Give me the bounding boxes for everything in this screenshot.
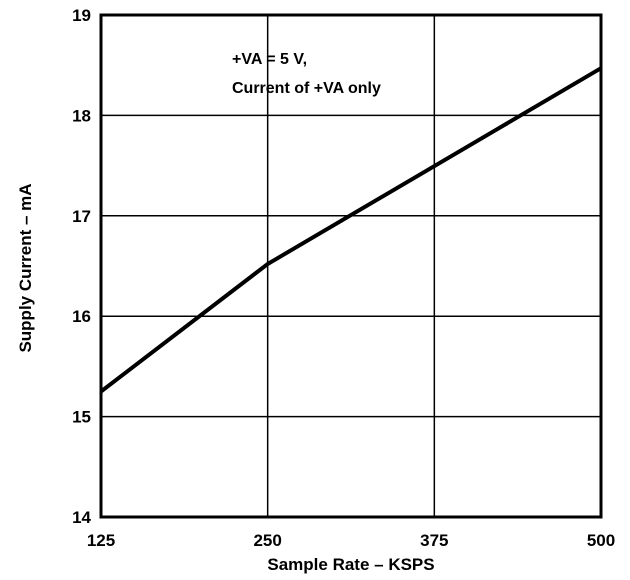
series-line-0 [99,66,603,394]
y-tick-labels: 14 15 16 17 18 19 [72,6,91,527]
y-tick-label: 18 [72,106,91,125]
y-tick-label: 15 [72,408,91,427]
x-tick-label: 375 [420,531,448,550]
x-tick-label: 250 [253,531,281,550]
series-layer [99,66,603,394]
y-tick-label: 14 [72,508,91,527]
annotation-line-1: +VA = 5 V, [232,51,307,68]
x-tick-label: 125 [87,531,115,550]
y-tick-label: 17 [72,207,91,226]
y-tick-label: 16 [72,307,91,326]
plot-frame [99,13,603,519]
y-axis-title: Supply Current – mA [16,183,35,352]
x-tick-label: 500 [587,531,615,550]
y-tick-label: 19 [72,6,91,25]
x-tick-labels: 125 250 375 500 [87,531,615,550]
annotation-line-2: Current of +VA only [232,80,381,97]
x-axis-title: Sample Rate – KSPS [267,555,434,574]
